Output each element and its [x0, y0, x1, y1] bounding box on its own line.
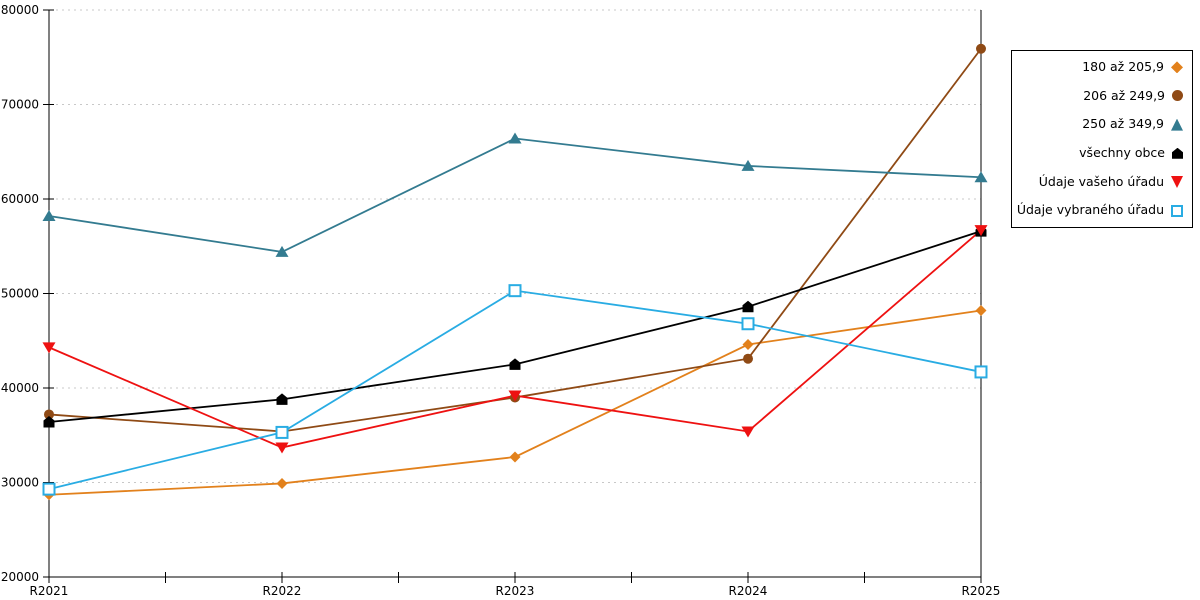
diamond-marker: [975, 305, 987, 317]
legend-label: všechny obce: [1079, 145, 1165, 161]
diamond-marker: [742, 339, 754, 351]
y-axis-tick-label: 70000: [1, 98, 39, 112]
legend-label: Údaje vašeho úřadu: [1038, 173, 1164, 189]
legend-item: 180 až 205,9: [1012, 61, 1192, 74]
circle-marker: [743, 353, 753, 364]
legend-item: všechny obce: [1012, 147, 1192, 160]
x-axis-tick-label: R2023: [496, 584, 535, 598]
square-open-marker: [974, 365, 988, 379]
triangle-down-marker: [741, 426, 755, 438]
legend-item: 206 až 249,9: [1012, 87, 1192, 103]
y-axis-tick-label: 60000: [1, 192, 39, 206]
circle-icon: [1172, 90, 1183, 102]
y-axis-tick-label: 80000: [1, 3, 39, 17]
square-open-marker: [275, 425, 289, 439]
series-line: [48, 229, 982, 449]
legend-label: 250 až 349,9: [1082, 116, 1164, 132]
legend-item: 250 až 349,9: [1012, 118, 1192, 131]
y-axis-tick-label: 20000: [1, 570, 39, 584]
square-open-marker: [741, 317, 755, 331]
chart-legend: 180 až 205,9 206 až 249,9 250 až 349,9 v…: [1011, 50, 1193, 228]
x-axis-tick-label: R2025: [962, 584, 1001, 598]
pentagon-marker: [742, 300, 754, 313]
pentagon-marker: [43, 416, 55, 428]
x-axis-tick-label: R2022: [263, 584, 302, 598]
square-open-marker: [42, 482, 56, 496]
legend-label: 206 až 249,9: [1083, 87, 1165, 103]
triangle-down-marker: [275, 442, 289, 454]
series-line: [48, 48, 982, 433]
circle-marker: [976, 43, 986, 54]
triangle-up-icon: [1171, 118, 1183, 131]
triangle-up-marker: [508, 132, 522, 144]
legend-item: Údaje vybraného úřadu: [1012, 204, 1192, 217]
triangle-up-marker: [275, 245, 289, 257]
diamond-icon: [1171, 61, 1183, 74]
circle-marker: [44, 409, 54, 420]
legend-label: 180 až 205,9: [1082, 59, 1164, 75]
x-axis-tick-label: R2021: [30, 584, 69, 598]
pentagon-marker: [509, 358, 521, 370]
pentagon-marker: [276, 393, 288, 405]
triangle-down-icon: [1171, 175, 1183, 188]
triangle-up-marker: [42, 210, 56, 222]
triangle-down-marker: [42, 342, 56, 354]
y-axis-tick-label: 50000: [1, 287, 39, 301]
diamond-marker: [276, 477, 288, 489]
square-open-icon: [1171, 204, 1183, 217]
y-axis-tick-label: 30000: [1, 476, 39, 490]
series-line: [48, 309, 982, 496]
triangle-down-marker: [508, 390, 522, 402]
legend-label: Údaje vybraného úřadu: [1016, 202, 1164, 218]
x-axis-tick-label: R2024: [729, 584, 768, 598]
legend-item: Údaje vašeho úřadu: [1012, 173, 1192, 189]
pentagon-icon: [1172, 147, 1183, 159]
square-open-marker: [508, 284, 522, 298]
triangle-down-marker: [974, 225, 988, 237]
diamond-marker: [509, 451, 521, 463]
y-axis-tick-label: 40000: [1, 381, 39, 395]
triangle-up-marker: [974, 171, 988, 183]
triangle-up-marker: [741, 159, 755, 171]
